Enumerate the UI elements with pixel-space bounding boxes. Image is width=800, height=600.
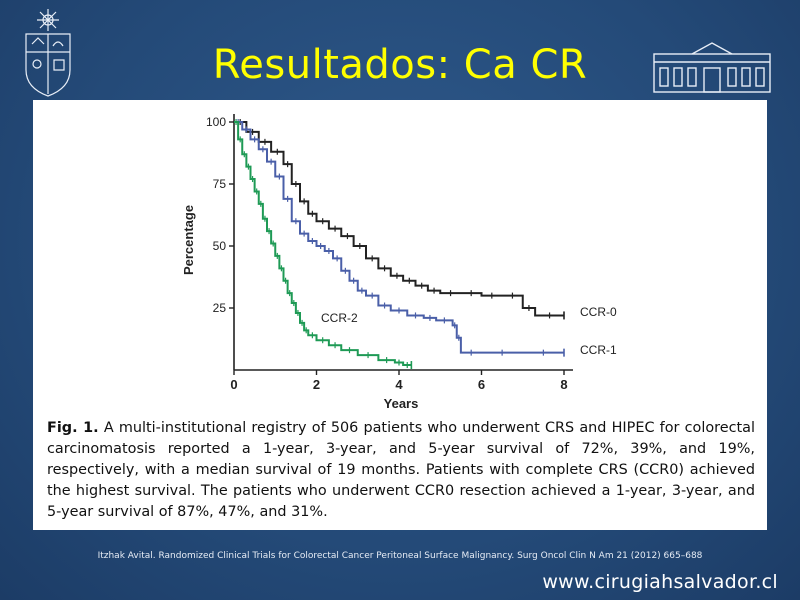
website-url: www.cirugiahsalvador.cl [542,571,778,593]
x-tick-label: 2 [313,377,320,392]
figure-caption: Fig. 1. A multi-institutional registry o… [47,418,755,523]
x-axis-label: Years [384,396,419,411]
x-tick-label: 4 [395,377,403,392]
y-tick-label: 75 [213,177,227,191]
x-tick-label: 6 [478,377,485,392]
y-tick-label: 100 [206,115,226,129]
hospital-building-logo [653,42,771,93]
y-axis-label: Percentage [181,205,196,275]
label-ccr-1: CCR-1 [580,343,617,357]
series-line-ccr-2 [234,121,412,367]
y-tick-label: 25 [213,301,227,315]
y-tick-label: 50 [213,239,227,253]
x-tick-label: 0 [230,377,237,392]
citation-text: Itzhak Avital. Randomized Clinical Trial… [97,551,703,561]
caption-text: A multi-institutional registry of 506 pa… [47,420,755,520]
figure-panel: 25 50 75 100 0 2 4 6 8 Percentage Years CCR-2 C… [33,100,767,530]
label-ccr-2: CCR-2 [321,311,358,325]
slide-title: Resultados: Ca CR [212,42,588,88]
series-line-ccr-0 [234,121,564,317]
label-ccr-0: CCR-0 [580,305,617,319]
x-tick-label: 8 [560,377,567,392]
university-crest-logo [25,9,71,97]
caption-fig-label: Fig. 1. [47,420,99,436]
survival-chart: 25 50 75 100 0 2 4 6 8 Percentage Years CCR-2 C… [181,114,617,411]
